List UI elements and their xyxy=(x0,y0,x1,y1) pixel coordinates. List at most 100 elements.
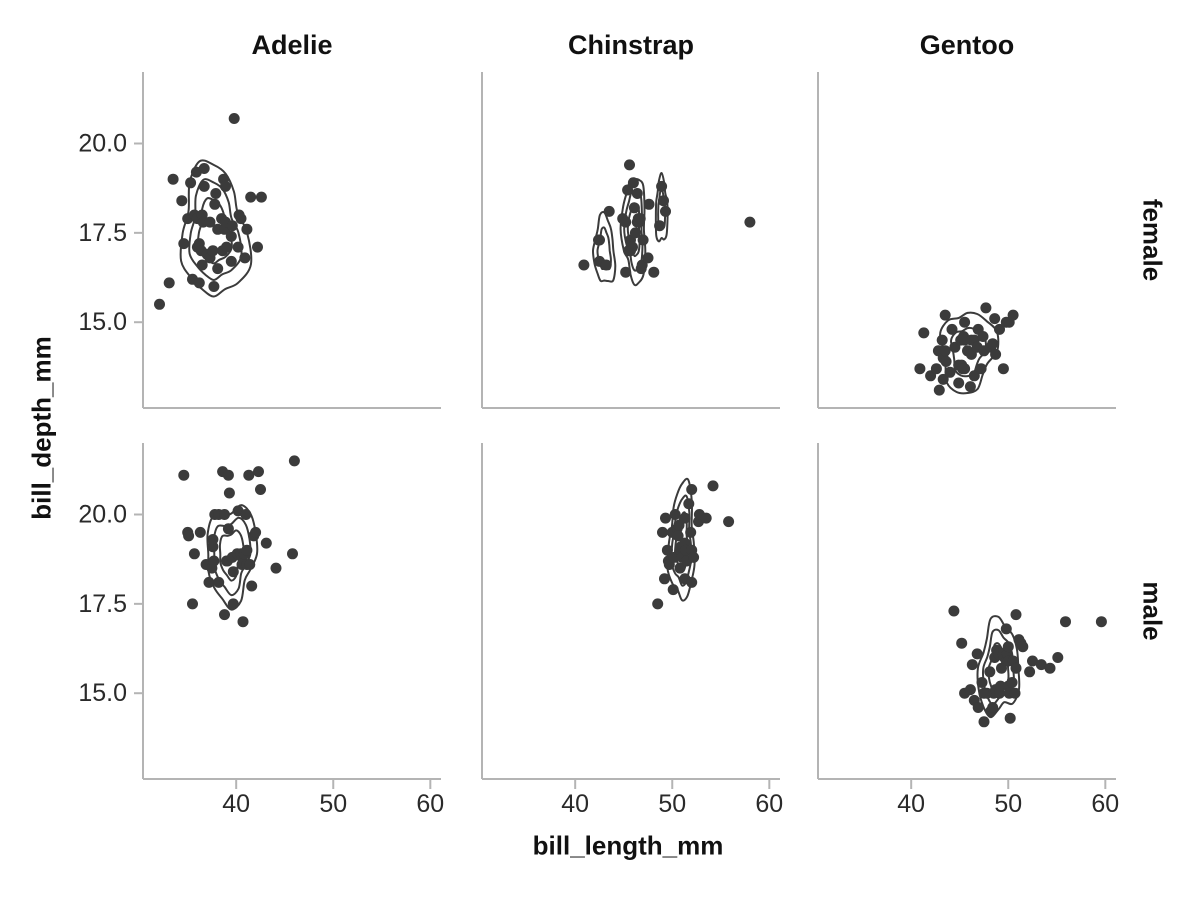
data-point-adelie-male xyxy=(250,526,262,538)
data-point-gentoo-male xyxy=(948,605,960,617)
data-point-adelie-female xyxy=(210,188,222,199)
data-point-gentoo-male xyxy=(971,648,983,660)
data-point-adelie-female xyxy=(225,255,237,267)
data-point-adelie-male xyxy=(227,598,239,610)
data-point-adelie-female xyxy=(167,173,179,185)
density-contour-adelie-male-level-1 xyxy=(206,504,259,611)
data-point-chinstrap-female xyxy=(654,220,666,232)
x-tick-label-adelie: 40 xyxy=(222,790,250,818)
data-point-chinstrap-male xyxy=(686,484,698,495)
data-point-adelie-male xyxy=(213,576,225,588)
data-point-gentoo-male xyxy=(978,716,990,728)
data-point-adelie-female xyxy=(163,277,175,289)
data-point-chinstrap-male xyxy=(660,512,671,524)
data-point-chinstrap-male xyxy=(659,573,670,585)
y-tick-label-female: 15.0 xyxy=(78,308,127,336)
data-point-gentoo-female xyxy=(936,334,948,346)
x-axis-label: bill_length_mm xyxy=(532,830,724,861)
data-point-gentoo-male xyxy=(1027,655,1038,667)
data-point-adelie-male xyxy=(237,616,249,628)
data-point-adelie-female xyxy=(185,177,197,189)
y-tick-label-male: 20.0 xyxy=(78,500,127,528)
data-point-gentoo-male xyxy=(987,702,999,713)
data-point-adelie-female xyxy=(255,191,267,203)
data-point-chinstrap-female xyxy=(629,227,641,239)
data-point-gentoo-female xyxy=(933,384,945,396)
data-point-adelie-female xyxy=(208,281,220,292)
data-point-gentoo-female xyxy=(968,370,980,382)
data-point-gentoo-female xyxy=(953,377,965,389)
data-point-adelie-male xyxy=(244,559,256,570)
data-point-chinstrap-male xyxy=(723,516,735,528)
data-point-gentoo-male xyxy=(1004,712,1016,724)
x-tick-label-chinstrap: 40 xyxy=(561,790,589,818)
data-point-chinstrap-female xyxy=(631,188,643,199)
facet-panel-adelie-male xyxy=(143,443,441,779)
data-point-chinstrap-female xyxy=(648,266,660,278)
data-point-gentoo-female xyxy=(959,316,971,328)
data-point-chinstrap-female xyxy=(603,205,615,217)
data-point-gentoo-female xyxy=(1007,309,1019,321)
data-point-chinstrap-female xyxy=(620,216,632,228)
data-point-chinstrap-female xyxy=(624,159,635,171)
data-point-adelie-female xyxy=(176,195,188,207)
data-point-gentoo-male xyxy=(1002,641,1014,653)
data-point-gentoo-female xyxy=(939,309,951,321)
data-point-gentoo-male xyxy=(1035,659,1047,671)
data-point-chinstrap-female xyxy=(643,198,655,210)
data-point-gentoo-male xyxy=(956,637,968,649)
density-contour-chinstrap-female-level-1 xyxy=(619,177,647,287)
data-point-gentoo-male xyxy=(1095,616,1107,628)
data-point-chinstrap-female xyxy=(594,234,605,246)
data-point-adelie-male xyxy=(194,526,206,538)
data-point-adelie-female xyxy=(235,213,247,225)
data-point-adelie-female xyxy=(193,277,205,289)
data-point-adelie-female xyxy=(204,216,216,228)
data-point-adelie-female xyxy=(221,241,232,253)
x-tick-label-gentoo: 50 xyxy=(994,790,1022,818)
data-point-chinstrap-male xyxy=(657,526,668,538)
data-point-chinstrap-male xyxy=(679,512,691,524)
y-tick-label-male: 17.5 xyxy=(78,590,127,618)
data-point-gentoo-female xyxy=(959,363,971,375)
data-point-gentoo-female xyxy=(997,363,1009,375)
data-point-gentoo-male xyxy=(976,677,988,688)
data-point-gentoo-male xyxy=(995,680,1006,692)
data-point-chinstrap-male xyxy=(700,512,712,524)
data-point-gentoo-male xyxy=(984,666,996,678)
data-point-adelie-female xyxy=(178,238,190,250)
data-point-adelie-male xyxy=(178,469,190,481)
data-point-chinstrap-female xyxy=(627,241,638,253)
data-point-adelie-female xyxy=(220,180,231,192)
facet-row-strip-male: male xyxy=(1137,581,1168,641)
data-point-gentoo-female xyxy=(989,313,1001,325)
data-point-gentoo-female xyxy=(937,373,949,385)
x-tick-label-adelie: 50 xyxy=(319,790,347,818)
facet-row-strip-female: female xyxy=(1137,198,1168,282)
density-contour-adelie-female-level-2 xyxy=(188,178,243,281)
y-axis-label: bill_depth_mm xyxy=(26,336,57,520)
data-point-gentoo-male xyxy=(1024,666,1036,678)
data-point-adelie-female xyxy=(212,263,224,275)
x-tick-label-adelie: 60 xyxy=(416,790,444,818)
density-contour-chinstrap-male-level-1 xyxy=(666,477,696,602)
data-point-adelie-male xyxy=(222,523,234,535)
data-point-adelie-female xyxy=(198,163,210,174)
facet-panel-gentoo-male xyxy=(818,443,1116,779)
data-point-gentoo-male xyxy=(1000,623,1012,635)
data-point-chinstrap-male xyxy=(674,562,686,574)
data-point-chinstrap-male xyxy=(652,598,664,610)
data-point-gentoo-female xyxy=(987,338,999,350)
data-point-chinstrap-female xyxy=(634,213,646,225)
data-point-chinstrap-female xyxy=(637,234,649,246)
data-point-adelie-female xyxy=(241,223,253,235)
data-point-gentoo-male xyxy=(964,684,976,696)
data-point-chinstrap-female xyxy=(656,180,668,192)
data-point-adelie-male xyxy=(223,487,235,499)
facet-panel-chinstrap-male xyxy=(482,443,780,779)
data-point-chinstrap-female xyxy=(627,177,639,189)
data-point-gentoo-male xyxy=(1010,662,1022,674)
data-point-adelie-male xyxy=(241,544,253,556)
data-point-gentoo-female xyxy=(940,356,952,367)
